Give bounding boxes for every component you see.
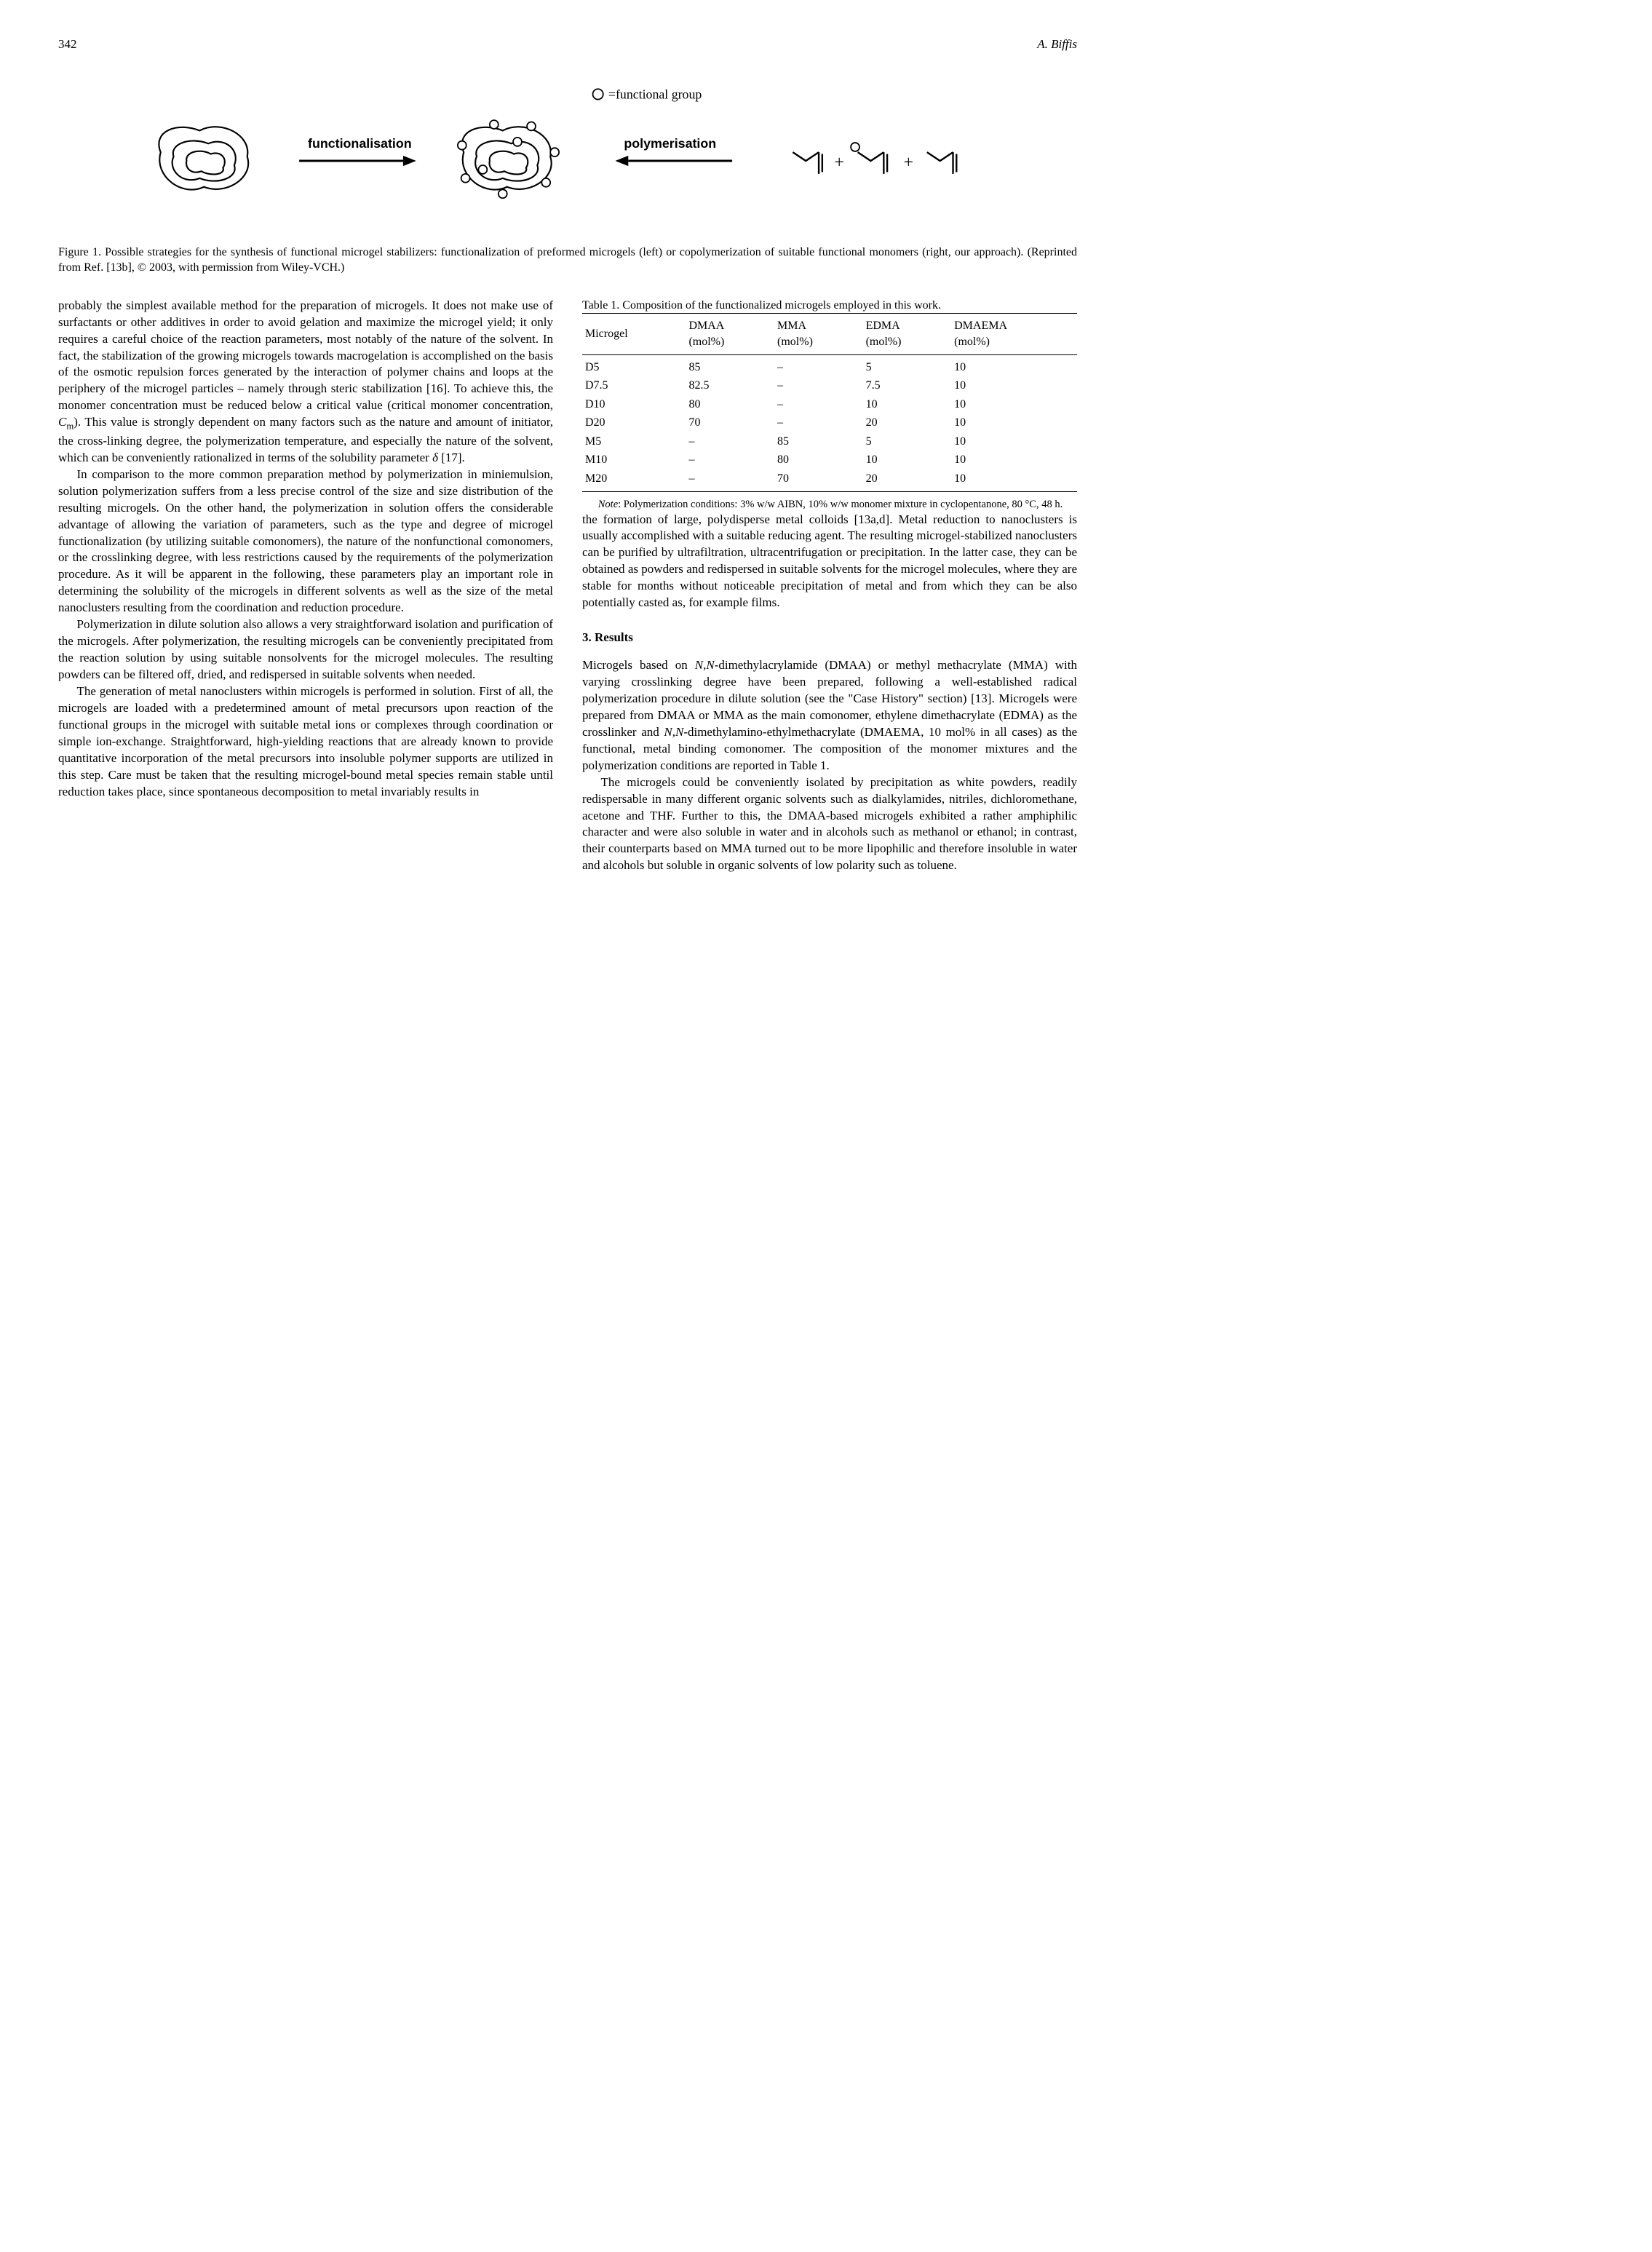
table-row: M20–702010	[582, 469, 1077, 491]
results-heading: 3. Results	[582, 630, 1077, 646]
monomers-icon: + +	[793, 143, 956, 174]
author-name: A. Biffis	[1037, 36, 1077, 53]
right-para-after-table: the formation of large, polydisperse met…	[582, 512, 1077, 612]
table-row: M10–801010	[582, 451, 1077, 469]
left-column: probably the simplest available method f…	[58, 298, 553, 875]
table-row: D2070–2010	[582, 413, 1077, 432]
preformed-microgel-icon	[159, 127, 248, 189]
col-microgel: Microgel	[582, 314, 686, 354]
functional-microgel-icon	[458, 120, 559, 198]
results-para-1: Microgels based on N,N-dimethylacrylamid…	[582, 657, 1077, 774]
two-column-body: probably the simplest available method f…	[58, 298, 1077, 875]
col-dmaa: DMAA(mol%)	[686, 314, 774, 354]
figure-1-caption: Figure 1. Possible strategies for the sy…	[58, 245, 1077, 276]
page-header: 342 A. Biffis	[58, 36, 1077, 53]
right-column: Table 1. Composition of the functionaliz…	[582, 298, 1077, 875]
figure-legend-text: =functional group	[608, 87, 702, 101]
left-para-4: The generation of metal nanoclusters wit…	[58, 683, 553, 801]
col-edma: EDMA(mol%)	[863, 314, 952, 354]
table-header-row: Microgel DMAA(mol%) MMA(mol%) EDMA(mol%)…	[582, 314, 1077, 354]
polymerisation-arrow: polymerisation	[615, 136, 732, 166]
left-para-2: In comparison to the more common prepara…	[58, 467, 553, 616]
table-row: M5–85510	[582, 432, 1077, 451]
figure-1-diagram: =functional group functionalisation	[135, 79, 1001, 234]
svg-text:+: +	[904, 154, 913, 173]
col-mma: MMA(mol%)	[774, 314, 863, 354]
table-row: D1080–1010	[582, 395, 1077, 414]
svg-text:+: +	[834, 154, 843, 173]
table-row: D585–510	[582, 354, 1077, 376]
page-number: 342	[58, 36, 77, 53]
col-dmaema: DMAEMA(mol%)	[951, 314, 1077, 354]
functionalisation-label: functionalisation	[308, 136, 412, 151]
table-1-note: Note: Polymerization conditions: 3% w/w …	[582, 498, 1077, 512]
table-1-title: Table 1. Composition of the functionaliz…	[582, 298, 1077, 314]
table-1: Microgel DMAA(mol%) MMA(mol%) EDMA(mol%)…	[582, 313, 1077, 491]
polymerisation-label: polymerisation	[624, 136, 716, 151]
figure-1: =functional group functionalisation	[58, 79, 1077, 234]
left-para-1: probably the simplest available method f…	[58, 298, 553, 467]
functionalisation-arrow: functionalisation	[299, 136, 416, 166]
left-para-3: Polymerization in dilute solution also a…	[58, 616, 553, 683]
table-row: D7.582.5–7.510	[582, 376, 1077, 395]
results-para-2: The microgels could be conveniently isol…	[582, 774, 1077, 875]
